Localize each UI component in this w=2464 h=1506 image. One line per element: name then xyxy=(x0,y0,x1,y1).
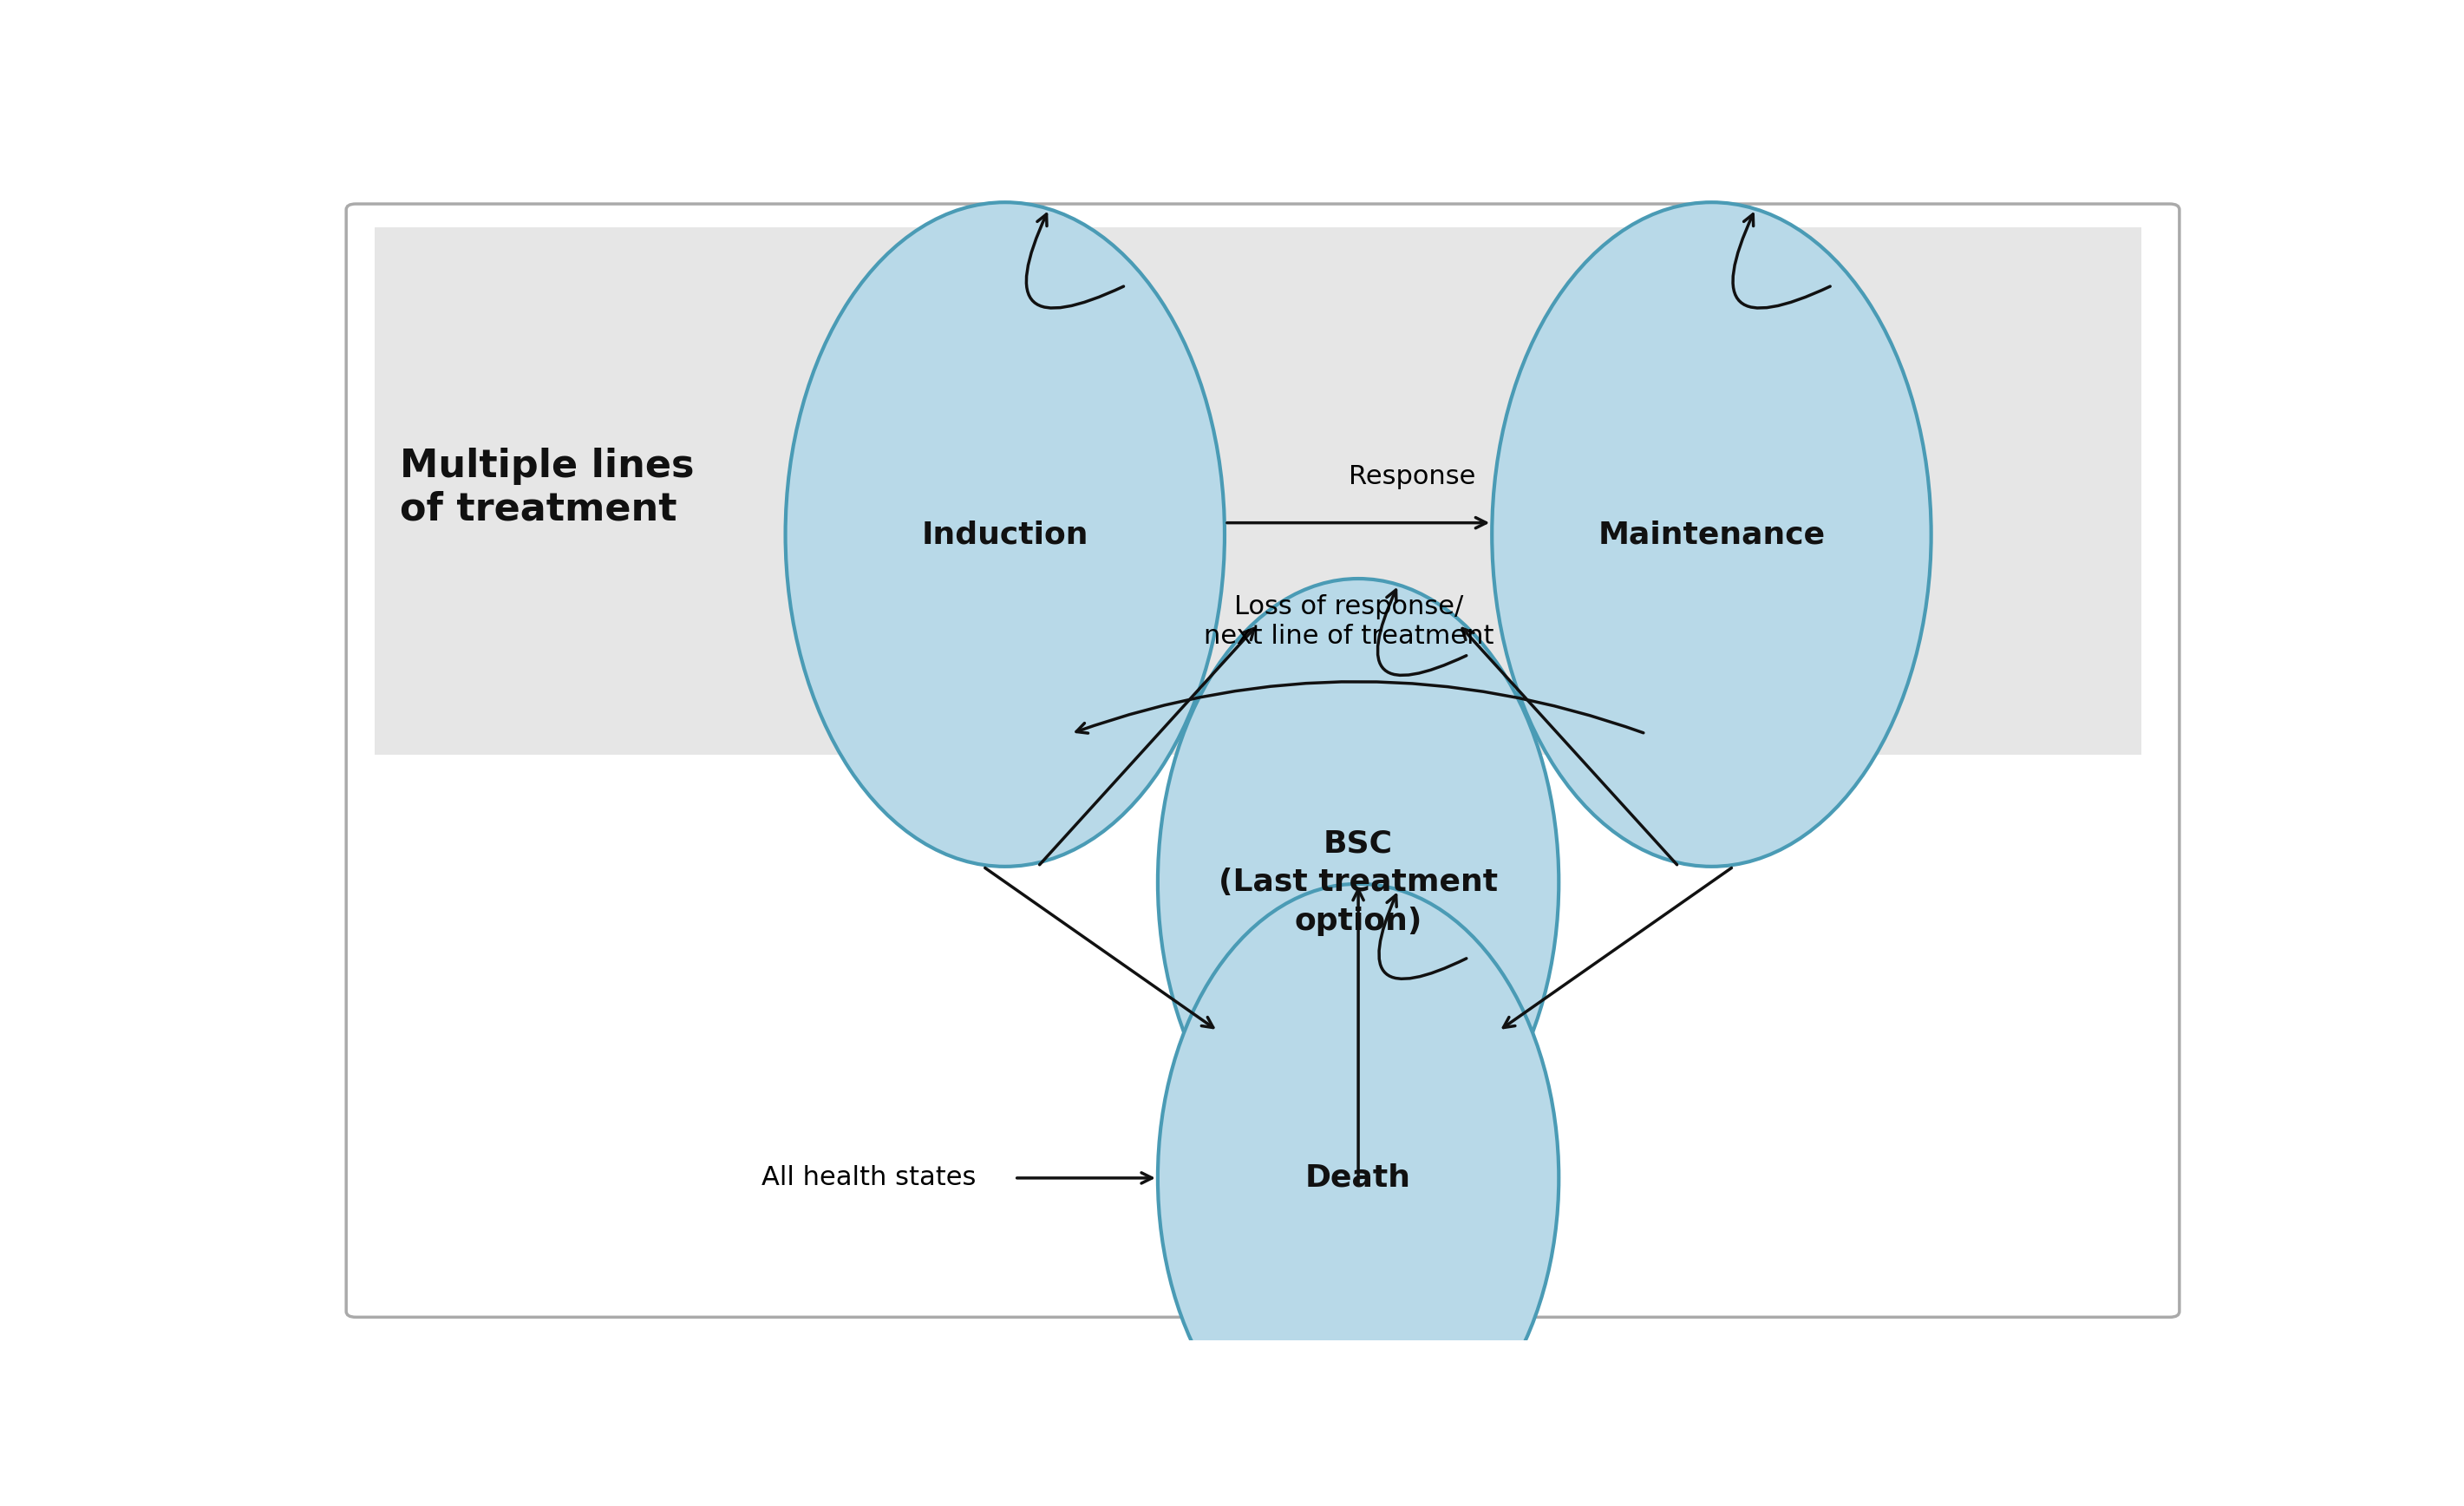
Ellipse shape xyxy=(1158,578,1560,1185)
Text: Multiple lines
of treatment: Multiple lines of treatment xyxy=(399,447,695,529)
Text: Death: Death xyxy=(1306,1163,1412,1193)
Text: Induction: Induction xyxy=(922,520,1089,550)
Ellipse shape xyxy=(1493,202,1932,866)
FancyBboxPatch shape xyxy=(345,203,2181,1318)
Bar xyxy=(375,227,2141,755)
Ellipse shape xyxy=(1158,884,1560,1473)
Text: BSC
(Last treatment
option): BSC (Last treatment option) xyxy=(1220,828,1498,935)
Ellipse shape xyxy=(786,202,1225,866)
Text: All health states: All health states xyxy=(761,1166,976,1191)
Text: Maintenance: Maintenance xyxy=(1597,520,1826,550)
Text: Response: Response xyxy=(1348,464,1476,489)
Text: Loss of response/
next line of treatment: Loss of response/ next line of treatment xyxy=(1205,595,1493,649)
